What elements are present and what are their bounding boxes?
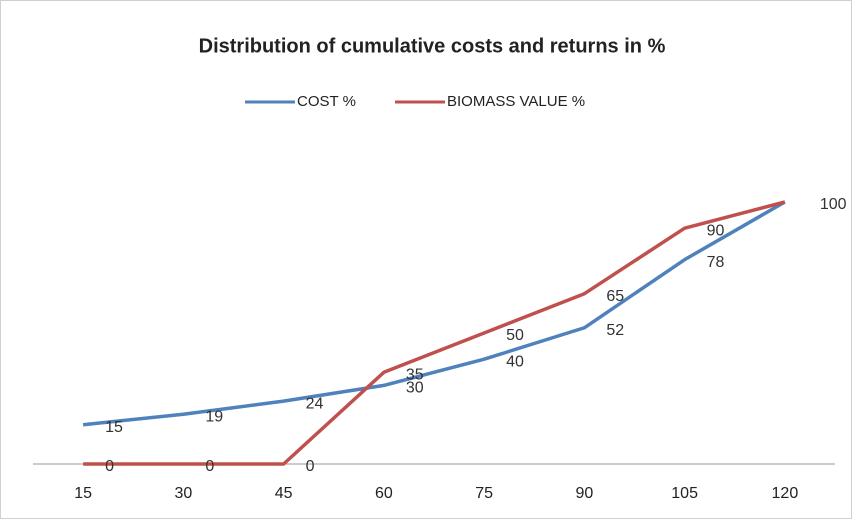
data-label: 40 — [506, 353, 524, 370]
series-line — [82, 200, 786, 427]
data-label: 19 — [205, 408, 223, 425]
x-tick-label: 45 — [275, 485, 293, 502]
data-label: 15 — [105, 419, 123, 436]
x-tick-label: 105 — [671, 485, 698, 502]
x-tick-label: 15 — [74, 485, 92, 502]
data-label: 30 — [406, 380, 424, 397]
x-tick-label: 75 — [475, 485, 493, 502]
data-label: 65 — [606, 288, 624, 305]
x-tick-label: 60 — [375, 485, 393, 502]
x-tick-label: 90 — [575, 485, 593, 502]
data-label: 50 — [506, 327, 524, 344]
data-label: 0 — [205, 458, 214, 475]
data-label: 52 — [606, 322, 624, 339]
data-label: 100 — [820, 196, 847, 213]
data-label: 35 — [406, 367, 424, 384]
series-line — [83, 200, 786, 466]
data-label: 78 — [707, 254, 725, 271]
chart-title: Distribution of cumulative costs and ret… — [199, 35, 666, 57]
data-label: 90 — [707, 222, 725, 239]
legend-label: COST % — [297, 93, 356, 110]
data-label: 0 — [105, 458, 114, 475]
data-label: 24 — [306, 395, 324, 412]
x-tick-label: 30 — [174, 485, 192, 502]
data-label: 0 — [306, 458, 315, 475]
x-tick-label: 120 — [772, 485, 799, 502]
legend-label: BIOMASS VALUE % — [447, 93, 585, 110]
